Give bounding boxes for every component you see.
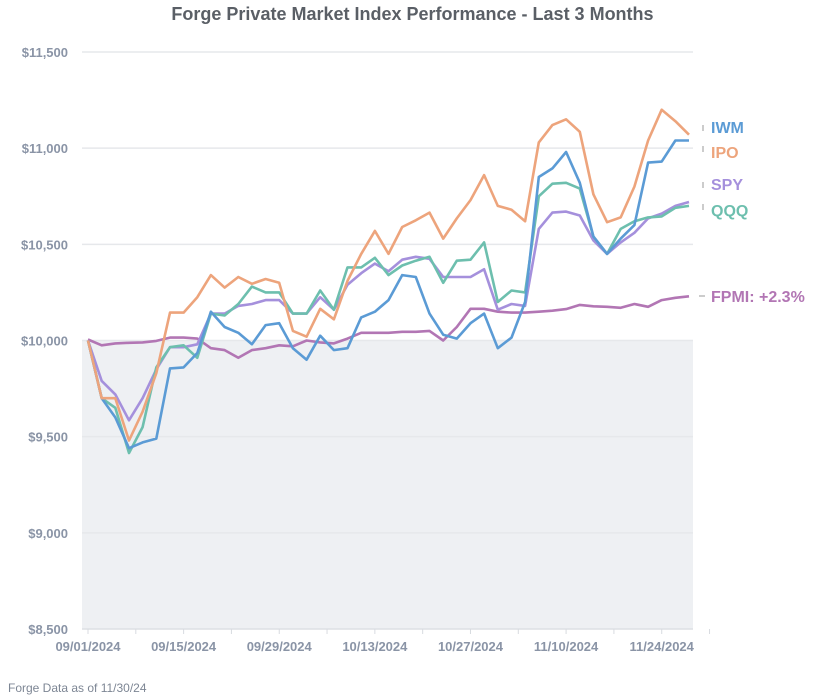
series-label-iwm: IWM [711, 120, 744, 137]
x-tick-label: 10/27/2024 [438, 639, 504, 654]
chart-title: Forge Private Market Index Performance -… [171, 4, 654, 24]
y-tick-label: $9,500 [28, 430, 68, 445]
series-label-qqq: QQQ [711, 203, 748, 220]
y-tick-label: $11,500 [22, 45, 68, 60]
y-tick-label: $9,000 [28, 526, 68, 541]
x-tick-label: 09/01/2024 [55, 639, 121, 654]
chart-footer: Forge Data as of 11/30/24 [8, 681, 147, 695]
below-baseline-shade [82, 340, 693, 629]
y-tick-label: $8,500 [28, 622, 68, 637]
x-tick-label: 09/29/2024 [247, 639, 313, 654]
series-label-fpmi: FPMI: +2.3% [711, 289, 805, 306]
series-label-ipo: IPO [711, 145, 739, 162]
x-tick-label: 11/24/2024 [630, 639, 695, 654]
series-line-iwm [86, 139, 689, 450]
y-tick-label: $11,000 [22, 141, 68, 156]
y-tick-label: $10,000 [21, 334, 68, 349]
y-tick-label: $10,500 [21, 237, 68, 252]
series-label-spy: SPY [711, 177, 743, 194]
series-line-fpmi [87, 295, 690, 360]
x-tick-label: 11/10/2024 [534, 639, 599, 654]
x-tick-label: 09/15/2024 [151, 639, 217, 654]
x-tick-label: 10/13/2024 [342, 639, 408, 654]
series-line-spy [86, 200, 690, 422]
series-line-ipo [86, 108, 690, 442]
